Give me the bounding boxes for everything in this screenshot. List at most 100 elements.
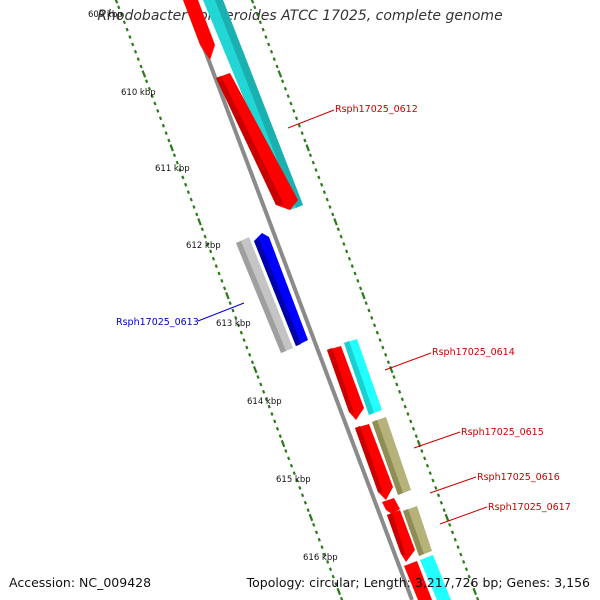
tick-label: 611 kbp bbox=[155, 164, 190, 174]
minor-tick bbox=[409, 419, 413, 424]
minor-tick bbox=[442, 508, 446, 512]
gene-feature[interactable] bbox=[404, 561, 432, 600]
minor-tick bbox=[270, 412, 274, 416]
minor-tick bbox=[239, 330, 243, 335]
gene-label-0612[interactable]: Rsph17025_0612 bbox=[335, 104, 418, 115]
minor-tick bbox=[342, 242, 346, 246]
minor-tick bbox=[203, 234, 207, 239]
misc-feature-shade bbox=[236, 241, 286, 353]
minor-tick bbox=[420, 449, 424, 453]
minor-tick bbox=[358, 286, 363, 291]
minor-tick bbox=[289, 463, 294, 468]
minor-tick bbox=[325, 197, 329, 202]
leader-line-0612 bbox=[287, 109, 335, 129]
gene-label-0613[interactable]: Rsph17025_0613 bbox=[116, 317, 199, 328]
minor-tick bbox=[181, 175, 185, 180]
minor-tick bbox=[150, 94, 154, 99]
minor-tick bbox=[128, 35, 132, 39]
minor-tick bbox=[214, 264, 218, 268]
minor-tick bbox=[294, 116, 299, 121]
leader-lines bbox=[197, 109, 488, 525]
leader-line-0615 bbox=[413, 431, 461, 449]
minor-tick bbox=[381, 345, 385, 350]
minor-tick bbox=[353, 271, 357, 276]
minor-tick bbox=[209, 249, 213, 254]
minor-tick bbox=[311, 160, 315, 165]
minor-tick bbox=[328, 205, 332, 209]
misc-feature-shade bbox=[215, 0, 303, 208]
minor-tick bbox=[286, 94, 290, 99]
minor-tick bbox=[287, 456, 291, 461]
minor-tick bbox=[323, 552, 327, 557]
minor-tick bbox=[264, 397, 268, 402]
gene-rsph17025-0612[interactable] bbox=[216, 73, 298, 210]
minor-tick bbox=[439, 500, 443, 505]
misc-feature[interactable] bbox=[420, 555, 451, 600]
minor-tick bbox=[267, 42, 271, 47]
major-tick bbox=[114, 0, 119, 4]
major-tick bbox=[444, 513, 450, 522]
minor-tick bbox=[317, 175, 321, 180]
gene-rsph17025-0614-shade bbox=[327, 348, 354, 413]
minor-tick bbox=[431, 478, 435, 483]
gene-labels: Rsph17025_0612 Rsph17025_0613 Rsph17025_… bbox=[116, 104, 571, 513]
minor-tick bbox=[356, 279, 360, 283]
minor-tick bbox=[231, 308, 235, 313]
minor-tick bbox=[467, 574, 471, 579]
tick-label: 616 kbp bbox=[303, 553, 338, 563]
leader-line-0614 bbox=[384, 352, 432, 371]
minor-tick bbox=[375, 330, 379, 335]
minor-tick bbox=[167, 138, 171, 143]
minor-tick bbox=[234, 316, 238, 320]
tick-label: 610 kbp bbox=[121, 88, 156, 98]
minor-tick bbox=[228, 301, 232, 305]
minor-tick bbox=[275, 426, 280, 431]
minor-tick bbox=[161, 123, 165, 128]
minor-tick bbox=[320, 545, 324, 549]
minor-tick bbox=[133, 49, 138, 54]
minor-tick bbox=[320, 182, 324, 187]
gene-label-0617[interactable]: Rsph17025_0617 bbox=[488, 502, 571, 513]
minor-tick bbox=[436, 493, 441, 498]
minor-tick bbox=[322, 190, 327, 195]
gene-label-0614[interactable]: Rsph17025_0614 bbox=[432, 347, 515, 358]
tick-label: 609 kbp bbox=[88, 10, 123, 20]
major-tick bbox=[197, 218, 202, 226]
minor-tick bbox=[314, 530, 319, 535]
minor-tick bbox=[236, 323, 241, 328]
minor-tick bbox=[255, 12, 260, 17]
minor-tick bbox=[314, 168, 318, 172]
minor-tick bbox=[347, 256, 352, 261]
gene-label-0615[interactable]: Rsph17025_0615 bbox=[461, 427, 544, 438]
minor-tick bbox=[217, 271, 221, 276]
minor-tick bbox=[339, 234, 343, 239]
minor-tick bbox=[283, 86, 288, 91]
minor-tick bbox=[345, 249, 349, 254]
minor-tick bbox=[459, 552, 463, 557]
minor-tick bbox=[278, 434, 282, 439]
tick-label: 615 kbp bbox=[276, 475, 311, 485]
major-tick bbox=[308, 513, 314, 522]
minor-tick bbox=[414, 434, 418, 439]
minor-tick bbox=[178, 168, 182, 172]
minor-tick bbox=[186, 190, 191, 195]
minor-tick bbox=[145, 79, 149, 84]
gene-label-0616[interactable]: Rsph17025_0616 bbox=[477, 472, 560, 483]
minor-tick bbox=[272, 57, 276, 61]
minor-tick bbox=[425, 463, 430, 468]
minor-tick bbox=[456, 545, 460, 549]
minor-tick bbox=[372, 323, 377, 328]
minor-tick bbox=[295, 478, 299, 483]
minor-tick bbox=[364, 301, 368, 305]
minor-tick bbox=[464, 567, 469, 572]
minor-tick bbox=[384, 353, 388, 357]
gene-rsph17025-0616[interactable] bbox=[382, 498, 400, 514]
minor-tick bbox=[275, 64, 279, 69]
minor-tick bbox=[328, 567, 333, 572]
minor-tick bbox=[406, 412, 410, 416]
major-tick bbox=[280, 439, 286, 448]
minor-tick bbox=[258, 20, 262, 25]
gene-feature[interactable] bbox=[183, 0, 215, 60]
minor-tick bbox=[195, 212, 199, 217]
